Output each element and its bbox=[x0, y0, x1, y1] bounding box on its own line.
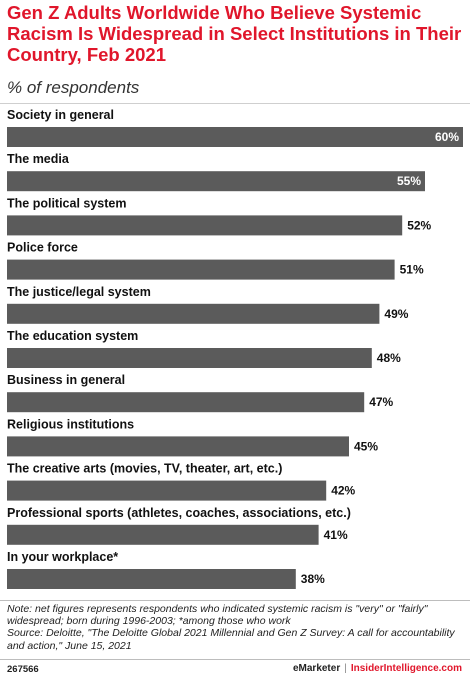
category-label: The education system bbox=[7, 329, 138, 343]
category-label: In your workplace* bbox=[7, 550, 118, 564]
value-label: 51% bbox=[400, 263, 424, 277]
bar bbox=[7, 259, 395, 280]
chart-title: Gen Z Adults Worldwide Who Believe Syste… bbox=[7, 2, 462, 65]
note-divider bbox=[0, 600, 470, 601]
bar bbox=[7, 303, 380, 324]
chart-id: 267566 bbox=[7, 664, 39, 675]
brand-separator: | bbox=[344, 663, 347, 674]
bar bbox=[7, 392, 365, 413]
brand-credit: eMarketer | InsiderIntelligence.com bbox=[293, 663, 462, 674]
value-label: 41% bbox=[324, 528, 348, 542]
value-label: 55% bbox=[397, 174, 421, 188]
value-label: 38% bbox=[301, 572, 325, 586]
value-label: 52% bbox=[407, 218, 431, 232]
bar bbox=[7, 127, 463, 147]
chart-notes: Note: net figures represents respondents… bbox=[7, 603, 467, 652]
note-text: Note: net figures represents respondents… bbox=[7, 603, 428, 628]
insider-intelligence-link[interactable]: InsiderIntelligence.com bbox=[350, 663, 462, 674]
category-label: Religious institutions bbox=[7, 417, 134, 431]
emarketer-logo: eMarketer bbox=[292, 663, 341, 674]
category-label: Police force bbox=[7, 241, 78, 255]
bar bbox=[7, 524, 319, 545]
top-divider bbox=[0, 103, 470, 104]
value-label: 47% bbox=[369, 395, 393, 409]
category-label: Society in general bbox=[7, 108, 114, 122]
bar bbox=[7, 480, 327, 501]
category-label: Professional sports (athletes, coaches, … bbox=[7, 506, 351, 520]
category-label: The creative arts (movies, TV, theater, … bbox=[7, 462, 282, 476]
value-label: 42% bbox=[331, 484, 355, 498]
bar bbox=[7, 348, 372, 368]
bar-chart: Society in general 60% The media 55% The pol… bbox=[7, 108, 463, 589]
footer-divider bbox=[0, 659, 470, 660]
chart-subtitle: % of respondents bbox=[7, 78, 140, 97]
category-label: The media bbox=[7, 152, 70, 166]
category-label: The political system bbox=[7, 196, 126, 210]
bar bbox=[7, 171, 425, 192]
source-text: Source: Deloitte, "The Deloitte Global 2… bbox=[7, 627, 455, 652]
value-label: 60% bbox=[435, 130, 459, 144]
bar bbox=[7, 436, 349, 457]
bar bbox=[7, 215, 403, 236]
bar bbox=[7, 569, 296, 589]
category-label: Business in general bbox=[7, 373, 125, 387]
value-label: 49% bbox=[384, 307, 408, 321]
value-label: 45% bbox=[354, 439, 378, 453]
value-label: 48% bbox=[377, 351, 401, 365]
category-label: The justice/legal system bbox=[7, 285, 151, 299]
